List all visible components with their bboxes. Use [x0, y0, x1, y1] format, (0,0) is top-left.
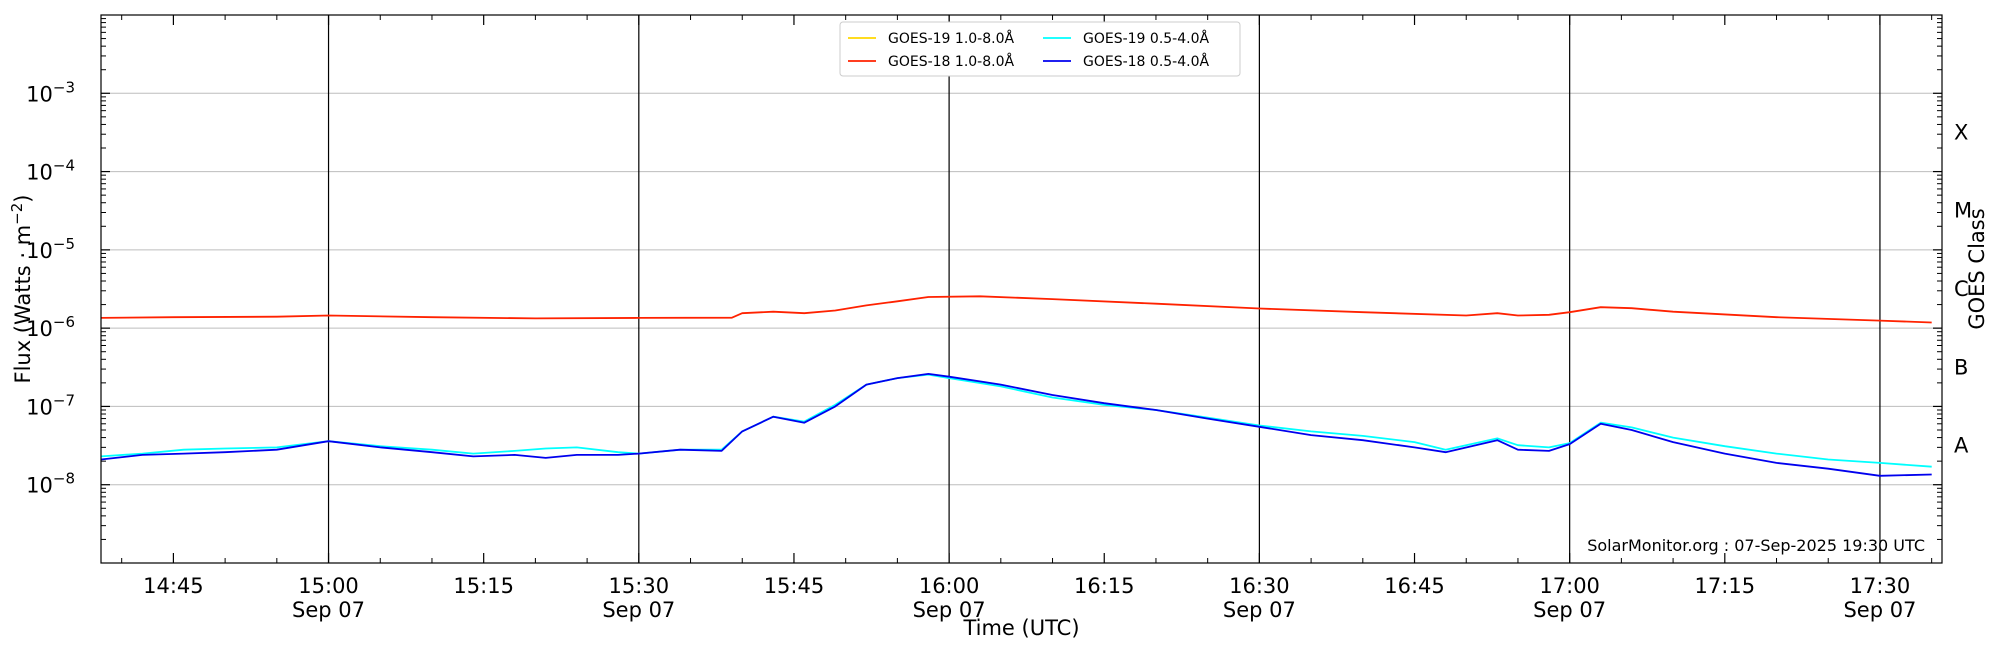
y-tick-label: 10−5 [26, 235, 75, 263]
x-tick-label: 15:15 [453, 574, 514, 598]
day-hour-lines [327, 15, 1881, 563]
legend-label-1: GOES-18 1.0-8.0Å [888, 53, 1014, 70]
goes-class-label-c: C [1954, 277, 1969, 301]
x-tick-date-label: Sep 07 [292, 598, 365, 622]
legend-box [839, 21, 1241, 77]
x-tick-date-label: Sep 07 [1843, 598, 1916, 622]
goes-class-label-a: A [1954, 434, 1969, 458]
x-tick-date-label: Sep 07 [1533, 598, 1606, 622]
y-tick-label: 10−4 [26, 157, 75, 185]
x-tick-label: 17:30 [1850, 574, 1911, 598]
goes-class-label-b: B [1954, 355, 1968, 379]
y-tick-label: 10−8 [26, 470, 75, 498]
x-tick-label: 17:00 [1539, 574, 1600, 598]
y-gridlines [101, 92, 1942, 486]
series-layer [100, 295, 1932, 477]
goes-class-axis-title: GOES Class [1965, 208, 1989, 329]
y-axis-title: Flux (Watts · m−2) [8, 194, 35, 383]
x-tick-date-label: Sep 07 [913, 598, 986, 622]
x-tick-date-label: Sep 07 [1223, 598, 1296, 622]
x-tick-label: 15:00 [298, 574, 359, 598]
x-tick-date-label: Sep 07 [602, 598, 675, 622]
legend: GOES-19 1.0-8.0Å GOES-18 1.0-8.0Å GOES-19 … [839, 21, 1241, 77]
x-tick-label: 16:00 [919, 574, 980, 598]
series-line-1 [100, 295, 1932, 324]
legend-label-0: GOES-19 1.0-8.0Å [888, 30, 1014, 47]
series-line-3 [100, 373, 1932, 477]
goes-class-label-x: X [1954, 120, 1968, 144]
goes-class-labels: A B C M X [1954, 120, 1972, 457]
goes-class-label-m: M [1954, 199, 1972, 223]
x-tick-label: 14:45 [143, 574, 204, 598]
x-tick-label: 16:30 [1229, 574, 1290, 598]
legend-label-2: GOES-19 0.5-4.0Å [1083, 30, 1209, 47]
x-axis-title: Time (UTC) [962, 616, 1079, 640]
x-tick-label: 15:45 [764, 574, 825, 598]
plot-frame [100, 14, 1943, 564]
y-tick-label: 10−6 [26, 313, 75, 341]
y-tick-label: 10−3 [26, 78, 75, 106]
y-axis-ticks: 10−8 10−7 10−6 10−5 10−4 10−3 [26, 18, 1942, 540]
y-tick-label: 10−7 [26, 391, 75, 419]
x-tick-label: 17:15 [1695, 574, 1756, 598]
x-tick-label: 16:45 [1384, 574, 1445, 598]
legend-label-3: GOES-18 0.5-4.0Å [1083, 53, 1209, 70]
x-tick-label: 16:15 [1074, 574, 1135, 598]
x-tick-label: 15:30 [609, 574, 670, 598]
credit-text: SolarMonitor.org : 07-Sep-2025 19:30 UTC [1587, 536, 1925, 555]
